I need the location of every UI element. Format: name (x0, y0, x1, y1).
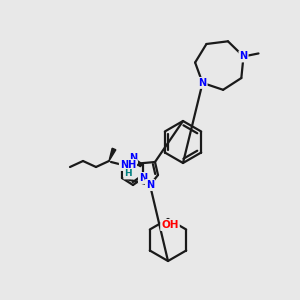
Text: N: N (199, 78, 207, 88)
Text: N: N (146, 180, 154, 190)
Text: OH: OH (161, 220, 179, 230)
Polygon shape (109, 148, 116, 161)
Text: N: N (239, 51, 247, 62)
Text: N: N (139, 173, 147, 183)
Text: N: N (129, 153, 137, 163)
Text: H: H (124, 169, 132, 178)
Text: NH: NH (120, 160, 136, 170)
